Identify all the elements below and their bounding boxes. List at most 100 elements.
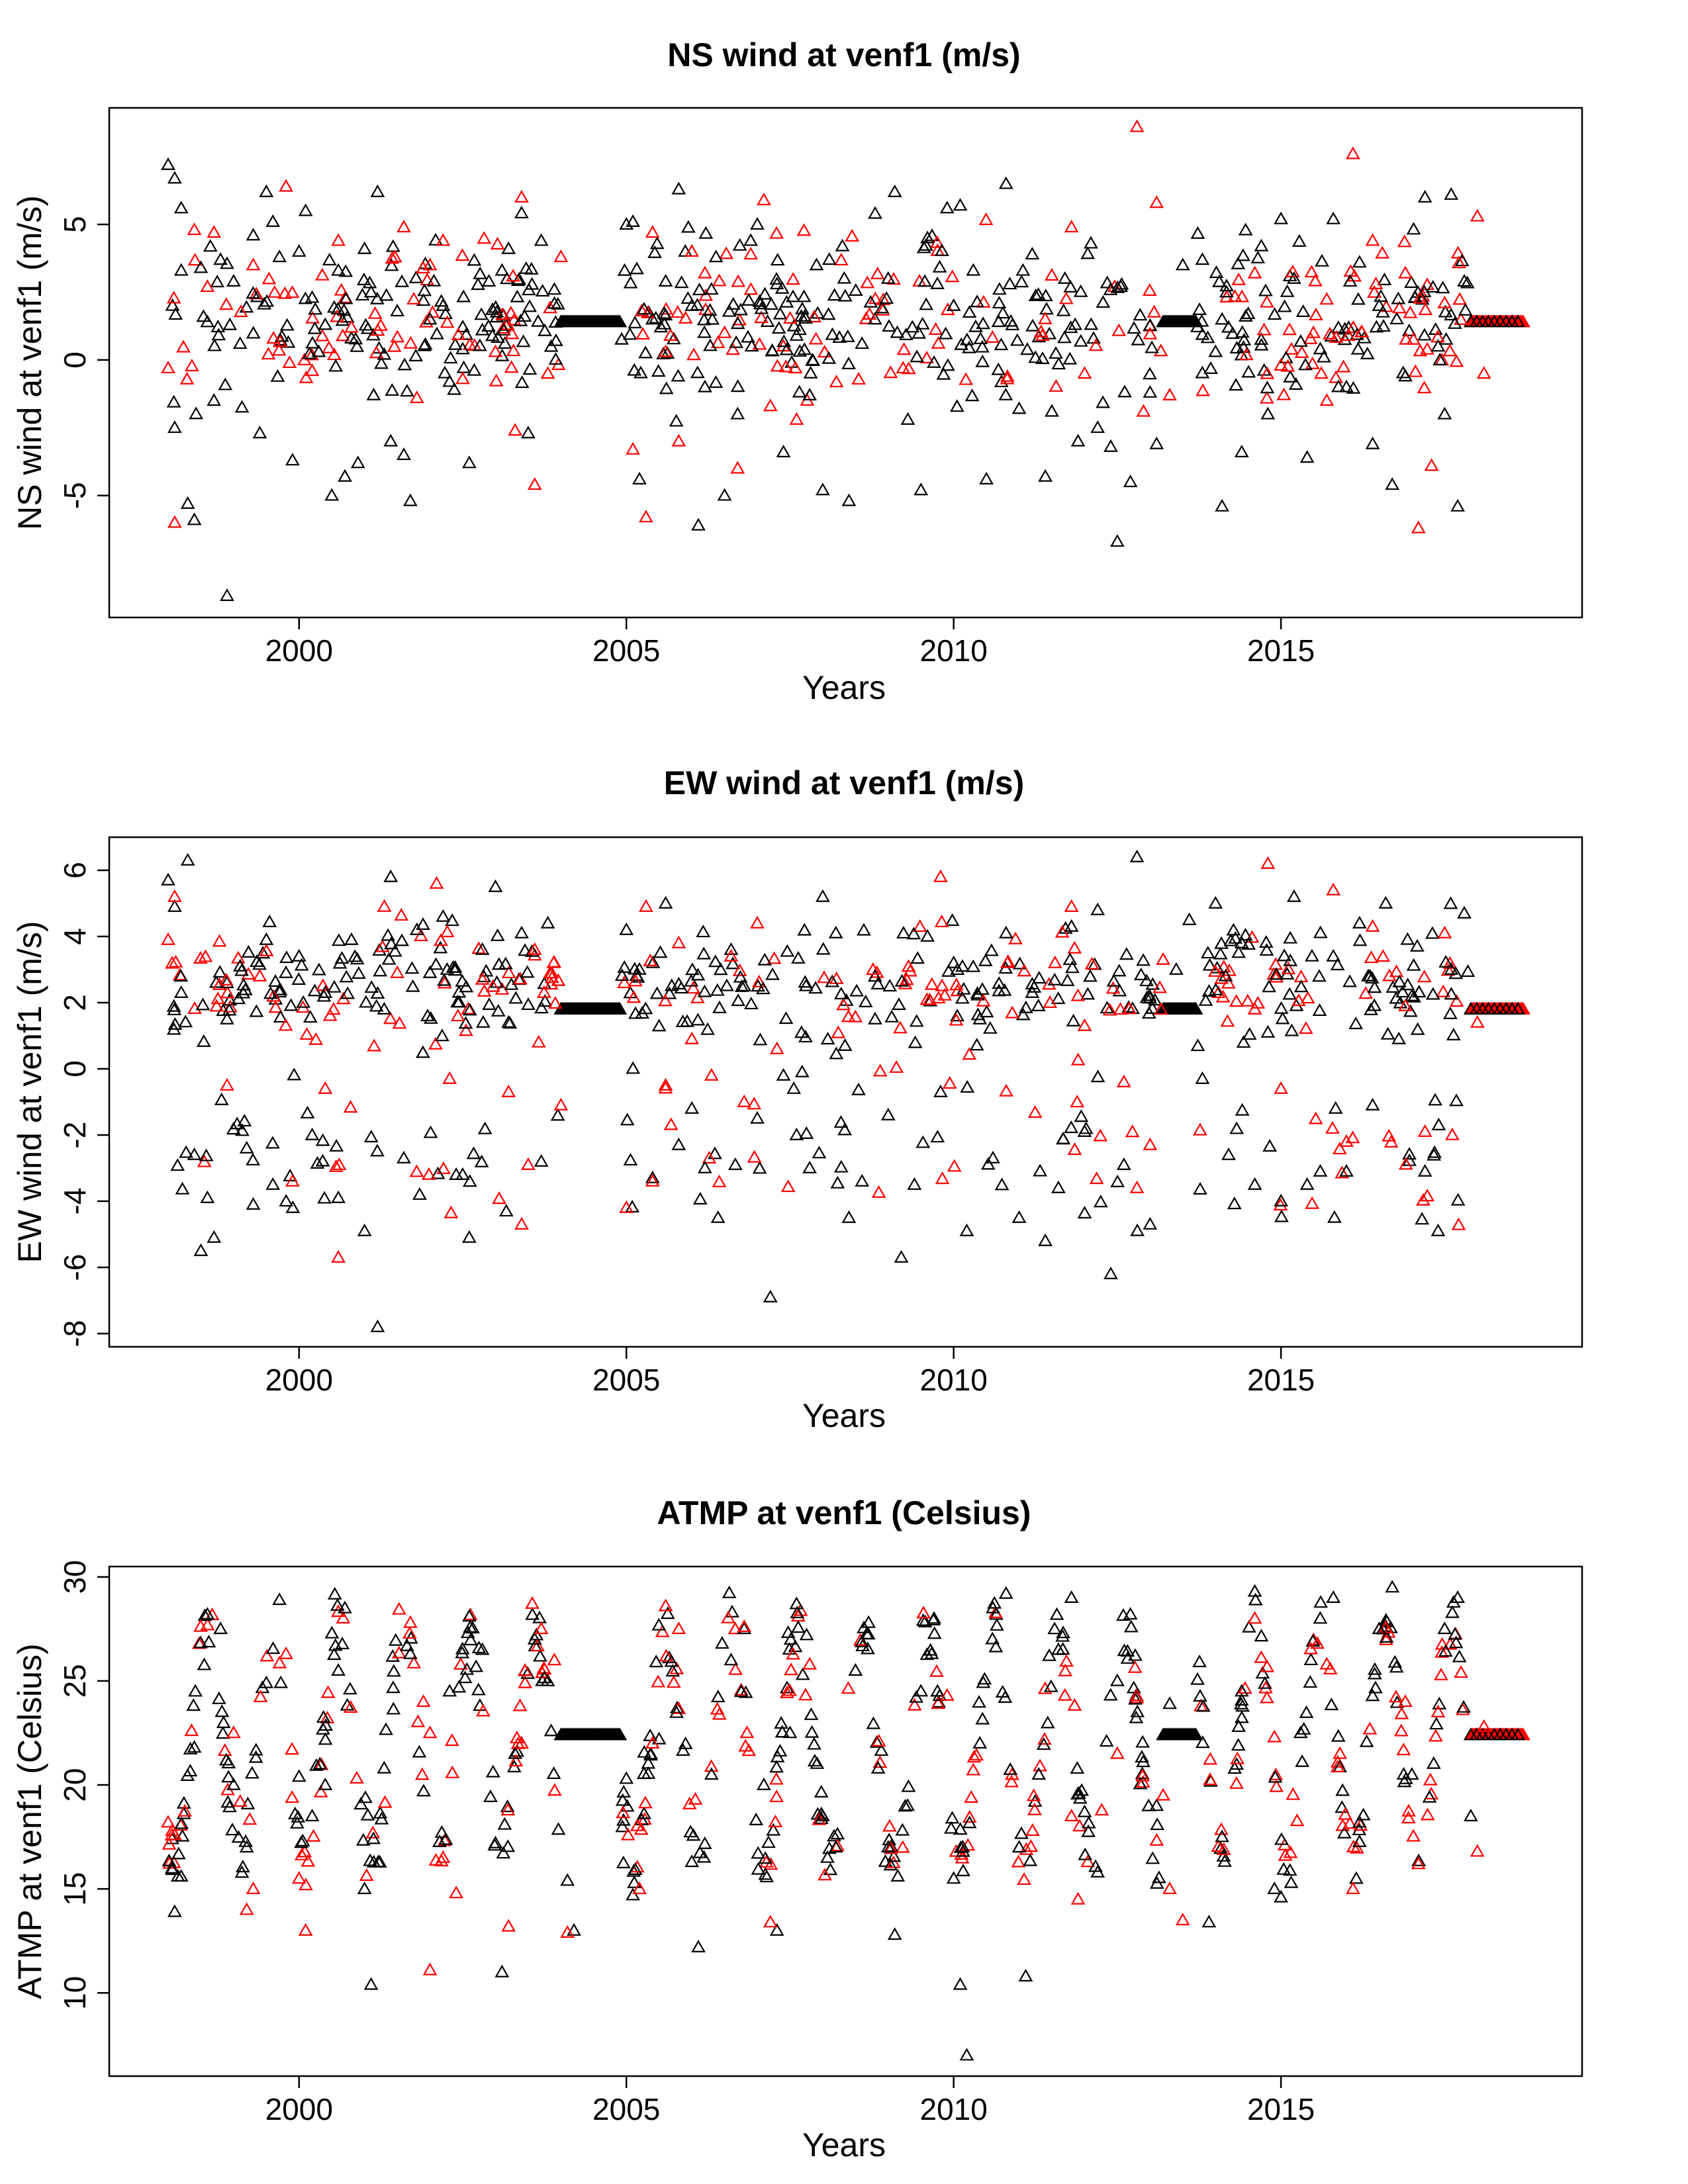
ns-wind-point [257, 296, 272, 310]
atmp-point [1031, 1767, 1047, 1780]
atmp-point [1476, 1719, 1491, 1732]
ns-wind-point [327, 347, 342, 361]
atmp-point [1368, 1662, 1382, 1675]
atmp-point [1258, 1680, 1273, 1694]
ns-wind-point [930, 276, 945, 289]
ew-wind-point [1064, 899, 1079, 912]
ew-wind-point [241, 944, 256, 958]
ew-wind-point [623, 1152, 638, 1166]
ns-wind-point [265, 214, 281, 227]
ns-wind-point [671, 433, 686, 447]
ew-wind-point [218, 972, 234, 985]
atmp-fill-marker [1511, 1727, 1525, 1741]
ns-wind-point [1190, 319, 1205, 333]
ns-wind-point [488, 344, 503, 357]
ew-wind-point [207, 1230, 222, 1243]
ew-wind-point [658, 1081, 673, 1094]
atmp-point [1059, 1654, 1074, 1667]
atmp-point [386, 1664, 401, 1677]
ew-wind-point [422, 965, 438, 978]
ns-wind-point [356, 272, 371, 285]
ew-wind-point [193, 1243, 209, 1256]
atmp-point [664, 1654, 679, 1667]
ew-wind-point [697, 984, 712, 997]
ew-wind-point [520, 965, 535, 978]
atmp-point [1141, 1798, 1156, 1811]
atmp-point [643, 1728, 658, 1741]
atmp-point [1193, 1689, 1207, 1702]
ns-wind-point [1194, 314, 1209, 327]
ns-wind-point [1231, 256, 1246, 269]
atmp-point [917, 1614, 933, 1627]
ew-wind-point [501, 1015, 516, 1028]
ew-wind-point [1313, 925, 1328, 938]
atmp-point [919, 1647, 935, 1661]
atmp-point [273, 1675, 289, 1688]
ns-wind-point [697, 265, 712, 279]
ns-wind-point [330, 309, 344, 322]
ew-wind-point [339, 970, 354, 983]
atmp-point [1324, 1698, 1339, 1711]
atmp-point [907, 1698, 922, 1711]
ns-wind-point [397, 219, 411, 233]
ns-wind-point [671, 181, 686, 195]
atmp-point [216, 1715, 231, 1729]
atmp-point [551, 1822, 566, 1835]
ew-wind-point [949, 1013, 964, 1026]
ns-wind-point [837, 271, 852, 284]
atmp-point [265, 1641, 281, 1655]
ew-wind-point [825, 974, 840, 987]
ew-wind-point [1062, 952, 1078, 966]
atmp-point [990, 1617, 1004, 1631]
ew-wind-point [279, 1193, 294, 1207]
atmp-point [815, 1808, 830, 1821]
atmp-point [1023, 1839, 1039, 1852]
ew-wind-point [476, 1015, 491, 1028]
ns-wind-point [887, 184, 902, 197]
ns-wind-point [765, 343, 780, 357]
atmp-point [353, 1797, 369, 1810]
ns-wind-point [1415, 289, 1430, 302]
ns-wind-point [1304, 265, 1319, 278]
atmp-point [290, 1815, 305, 1829]
ns-wind-point [226, 273, 241, 287]
ns-wind-point [1406, 332, 1421, 345]
ns-wind-point [1256, 322, 1272, 336]
ew-wind-point [416, 917, 430, 931]
ns-wind-point [277, 286, 293, 299]
ns-wind-point [1288, 377, 1303, 390]
atmp-point [547, 1653, 562, 1666]
atmp-point [1123, 1619, 1139, 1633]
atmp-point [966, 1750, 982, 1763]
atmp-point [379, 1722, 393, 1735]
ew-wind-fill-marker [612, 1001, 628, 1015]
ns-wind-point [1460, 275, 1475, 289]
ns-wind-point [754, 310, 769, 324]
ew-wind-point [1425, 987, 1440, 1000]
ew-wind-point [1018, 1000, 1033, 1013]
ew-wind-point [167, 1002, 182, 1016]
atmp-x-tick-label: 2010 [919, 2092, 987, 2126]
ew-wind-point [1365, 1097, 1380, 1111]
atmp-point [200, 1617, 215, 1631]
atmp-point [751, 1862, 766, 1875]
ns-wind-point [731, 274, 746, 287]
ew-wind-point [727, 1157, 743, 1170]
ew-wind-point [908, 1035, 923, 1048]
ew-wind-point [440, 925, 455, 938]
ns-wind-point [161, 360, 175, 374]
ew-wind-point [858, 994, 873, 1007]
ns-wind-point [798, 310, 813, 324]
ew-wind-y-axis-label: EW wind at venf1 (m/s) [11, 921, 48, 1263]
atmp-point [501, 1919, 516, 1932]
ns-wind-point [658, 344, 673, 357]
ew-wind-point [1367, 998, 1382, 1011]
atmp-point [1319, 1657, 1335, 1670]
ew-wind-point [1041, 977, 1056, 990]
ew-wind-point [915, 1135, 931, 1148]
ns-wind-point [1385, 477, 1400, 490]
ns-wind-point [281, 335, 296, 348]
atmp-point [1014, 1826, 1029, 1839]
ns-wind-point [1450, 498, 1466, 512]
ns-wind-point [932, 259, 947, 273]
